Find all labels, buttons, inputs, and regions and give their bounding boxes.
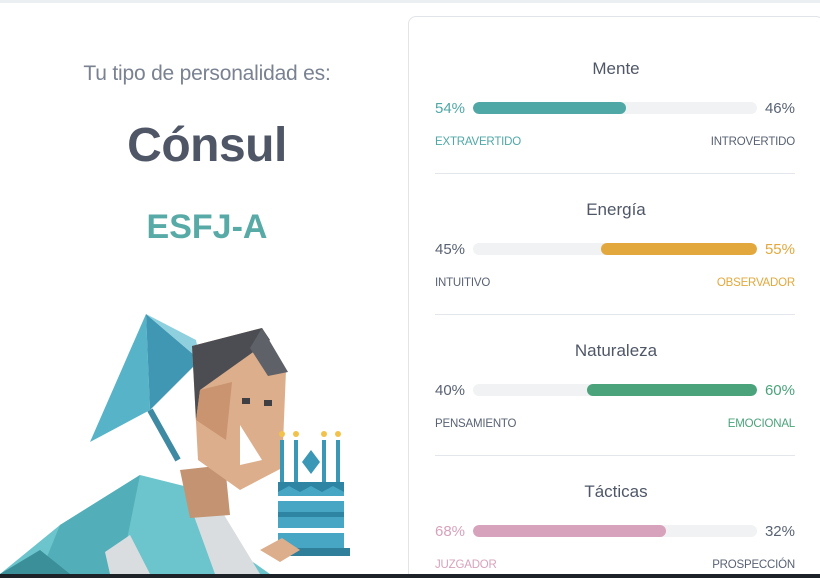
trait-left-label: INTUITIVO [435,277,491,289]
trait-left-percent: 54% [435,100,466,117]
birthday-cake-icon [272,431,350,556]
result-intro: Tu tipo de personalidad es: [83,62,331,85]
trait-bar-fill [473,525,667,537]
trait-left-percent: 45% [435,241,466,258]
trait-right-percent: 46% [764,100,795,117]
trait-right-percent: 32% [764,523,795,540]
trait-title: Naturaleza [574,341,658,360]
trait-mind: Mente 54% 46% EXTRAVERTIDO INTROVERTIDO [409,17,820,174]
trait-bar [473,384,757,396]
trait-left-percent: 40% [435,382,466,399]
result-panel: Tu tipo de personalidad es: Cónsul ESFJ-… [0,0,410,574]
trait-title: Energía [586,200,646,219]
trait-nature: Naturaleza 40% 60% PENSAMIENTO EMOCIONAL [409,299,820,456]
divider [435,173,795,174]
bottom-border [0,574,820,578]
trait-right-percent: 55% [764,241,795,258]
traits-card: Mente 54% 46% EXTRAVERTIDO INTROVERTIDO … [408,16,820,578]
trait-energy: Energía 45% 55% INTUITIVO OBSERVADOR [409,158,820,315]
trait-left-label: PENSAMIENTO [435,418,517,430]
personality-type-code: ESFJ-A [146,208,268,246]
umbrella-icon [90,314,200,462]
consul-illustration [0,314,350,574]
trait-left-percent: 68% [435,523,466,540]
trait-bar [473,525,757,537]
person-body [0,475,270,574]
trait-bar [473,243,757,255]
trait-left-label: JUZGADOR [435,559,497,571]
trait-bar [473,102,757,114]
trait-left-label: EXTRAVERTIDO [435,136,521,148]
trait-bar-fill [600,243,757,255]
trait-tactics: Tácticas 68% 32% JUZGADOR PROSPECCIÓN [409,440,820,578]
trait-title: Tácticas [584,482,648,501]
trait-right-label: OBSERVADOR [716,277,795,289]
top-border [0,0,820,3]
trait-right-label: EMOCIONAL [727,418,795,430]
trait-right-label: PROSPECCIÓN [712,559,795,571]
trait-bar-fill [473,102,627,114]
trait-bar-fill [586,384,757,396]
personality-type-name: Cónsul [127,119,287,172]
trait-right-percent: 60% [764,382,795,399]
trait-right-label: INTROVERTIDO [710,136,795,148]
divider [435,314,795,315]
person-head [192,328,288,490]
divider [435,455,795,456]
trait-title: Mente [592,59,640,78]
